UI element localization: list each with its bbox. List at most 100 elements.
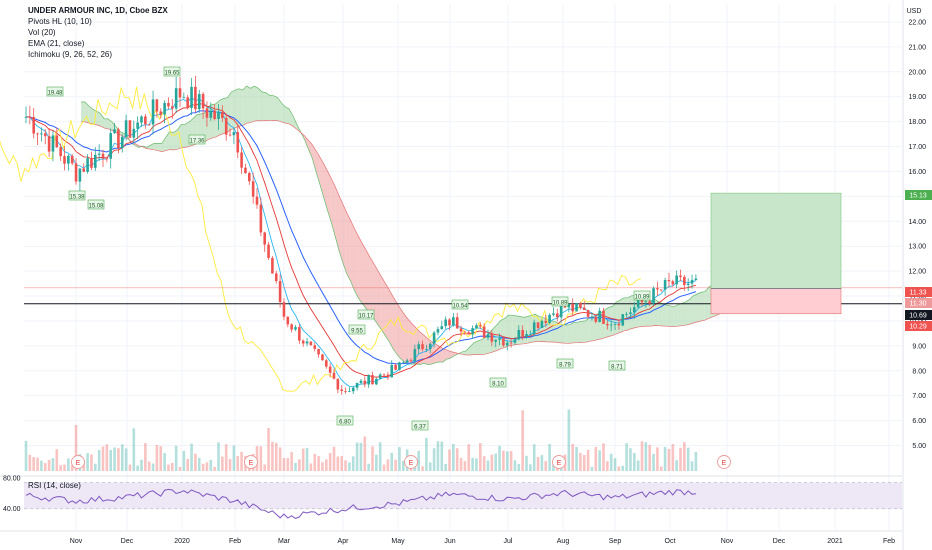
candle-body: [448, 319, 451, 326]
volume-bar: [648, 444, 651, 471]
candle: [147, 123, 151, 126]
indicator-ichimoku[interactable]: Ichimoku (9, 26, 52, 26): [28, 50, 113, 59]
candle-body: [47, 136, 51, 152]
cloud-segment: [254, 86, 259, 122]
volume-bar: [402, 460, 405, 471]
candlesticks[interactable]: [24, 75, 698, 395]
volume-bar: [432, 448, 436, 471]
candle: [348, 387, 351, 393]
long-position-tool[interactable]: [710, 192, 842, 315]
volume-bar: [28, 454, 32, 471]
pivot-label: 6.80: [339, 420, 351, 426]
cloud-segment: [566, 324, 571, 344]
volume-bar: [217, 442, 220, 471]
volume-bar: [259, 446, 263, 471]
price-tick: 7.00: [912, 393, 926, 400]
candle-body: [132, 128, 136, 138]
price-label-text: 15.13: [909, 193, 927, 200]
candle: [159, 108, 163, 119]
volume-bar: [398, 447, 401, 471]
candle-body: [155, 99, 159, 112]
indicator-volume[interactable]: Vol (20): [28, 28, 56, 37]
earnings-marker[interactable]: E: [552, 455, 566, 469]
candle: [625, 311, 628, 318]
cloud-segment: [96, 111, 101, 126]
candle: [305, 337, 309, 347]
price-axis[interactable]: USD 22.00 21.00 20.00 19.00 18.00 17.00 16.00 15…: [902, 0, 932, 550]
volume-bar: [440, 441, 444, 471]
time-axis[interactable]: Nov Dec 2020 Feb Mar Apr May Jun Jul Aug Sep Oct Nov…: [0, 530, 902, 545]
volume-bar: [301, 448, 305, 471]
earnings-marker[interactable]: E: [71, 455, 85, 469]
pivot-high: 9.55: [348, 324, 366, 335]
candle-body: [629, 312, 632, 315]
candle: [498, 333, 501, 346]
indicator-pivots[interactable]: Pivots HL (10, 10): [28, 17, 92, 26]
earnings-marker[interactable]: E: [244, 455, 258, 469]
volume-bar: [232, 445, 236, 471]
candle-body: [640, 298, 644, 303]
pivot-label: 15.38: [69, 195, 85, 201]
volume-bar: [690, 461, 694, 471]
symbol-title[interactable]: UNDER ARMOUR INC, 1D, Cboe BZX: [28, 6, 168, 15]
candle: [613, 321, 617, 331]
candle-body: [586, 309, 590, 317]
volume-bar: [494, 453, 497, 471]
price-tick: 9.00: [912, 343, 926, 350]
cloud-segment: [466, 346, 470, 356]
candle-body: [517, 329, 521, 340]
volume-bar: [140, 459, 143, 471]
candle-body: [394, 364, 397, 370]
candle: [101, 149, 105, 168]
rsi-legend[interactable]: RSI (14, close): [28, 481, 81, 490]
candle-body: [409, 360, 413, 362]
cloud-segment: [604, 307, 609, 338]
volume-bar: [479, 443, 482, 471]
volume-bar: [490, 454, 494, 471]
candle: [232, 127, 236, 145]
volume-bar: [336, 456, 340, 471]
candle-body: [325, 360, 328, 367]
rsi-level-label: 80.00: [3, 476, 21, 483]
candle: [629, 307, 632, 318]
candle-body: [509, 342, 513, 344]
cloud-segment: [585, 317, 590, 343]
candle-body: [609, 324, 613, 326]
candle: [556, 308, 559, 322]
ema-line: [26, 110, 697, 365]
candle: [663, 277, 667, 296]
candle: [86, 154, 89, 174]
pivot-label: 6.37: [414, 425, 426, 431]
price-label-target: 15.13: [905, 190, 932, 200]
candle-body: [463, 331, 467, 333]
candle: [325, 358, 328, 369]
candle: [609, 320, 613, 332]
earnings-marker[interactable]: E: [404, 455, 418, 469]
candle: [217, 104, 220, 130]
volume-bar: [594, 446, 598, 471]
cloud-segment: [281, 102, 286, 124]
cloud-segment: [177, 124, 182, 150]
candle: [201, 92, 205, 120]
candle: [517, 325, 521, 341]
earnings-marker[interactable]: E: [717, 455, 731, 469]
candle-body: [667, 280, 671, 282]
price-label-text: 10.29: [909, 324, 927, 331]
candle: [398, 361, 401, 371]
candle: [236, 124, 240, 158]
candle-body: [340, 389, 343, 392]
pivot-label: 19.65: [164, 71, 180, 77]
volume-bar: [332, 446, 336, 471]
indicator-ema[interactable]: EMA (21, close): [28, 39, 85, 48]
volume-bar: [224, 444, 228, 471]
candle-body: [251, 181, 255, 197]
pivot-low: 8.10: [489, 377, 507, 388]
volume-bar: [455, 448, 459, 471]
candle-body: [594, 316, 598, 322]
candle: [502, 336, 505, 348]
candle-body: [579, 303, 582, 308]
cloud-segment: [589, 316, 594, 342]
candle: [694, 274, 698, 281]
